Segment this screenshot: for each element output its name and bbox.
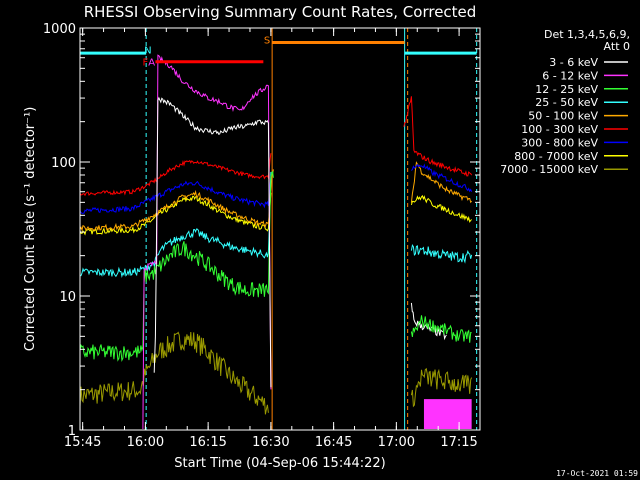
post-gap-line-7: [410, 367, 473, 408]
post-gap-line-6: [410, 194, 472, 223]
y-tick-label-3: 1000: [43, 22, 76, 37]
post-gap-line-2: [410, 244, 473, 264]
flag-label-n-0: N: [144, 46, 151, 57]
x-tick-label-5: 17:00: [378, 435, 415, 450]
flag-label-a-3: A: [148, 58, 155, 69]
footer-timestamp: 17-Oct-2021 01:59: [556, 469, 638, 478]
y-tick-label-0: 1: [68, 424, 76, 439]
legend-label-7: 800 - 7000 keV: [514, 150, 598, 163]
series-line-5: [79, 153, 272, 197]
y-tick-label-2: 100: [51, 156, 76, 171]
legend-label-2: 12 - 25 keV: [535, 83, 598, 96]
plot-area: NF A S: [79, 28, 478, 430]
legend-header-1: Att 0: [604, 40, 630, 53]
y-axis-label: Corrected Count Rate (s⁻¹ detector⁻¹): [23, 107, 38, 352]
legend-label-3: 25 - 50 keV: [535, 96, 598, 109]
post-gap-line-3: [410, 161, 472, 204]
legend-label-6: 300 - 800 keV: [521, 136, 598, 149]
axes: 15:45 16:00 16:15 16:30 16:45 17:00 17:15 1 10 10…: [43, 22, 480, 450]
series-line-7: [79, 192, 272, 236]
x-tick-label-4: 16:45: [315, 435, 352, 450]
plot-frame: [79, 27, 481, 431]
x-tick-label-6: 17:15: [440, 435, 477, 450]
legend-label-0: 3 - 6 keV: [549, 56, 598, 69]
flag-label-f-2: F: [143, 58, 149, 69]
x-tick-label-2: 16:15: [189, 435, 226, 450]
post-gap-line-4: [403, 96, 473, 177]
chart-title: RHESSI Observing Summary Count Rates, Co…: [84, 3, 477, 21]
x-axis-label: Start Time (04-Sep-06 15:44:22): [174, 456, 385, 471]
legend-label-5: 100 - 300 keV: [521, 123, 598, 136]
legend-label-1: 6 - 12 keV: [542, 69, 598, 82]
y-tick-label-1: 10: [59, 290, 76, 305]
series-line-3: [79, 171, 272, 279]
series-line-0: [153, 96, 272, 388]
x-tick-label-1: 16:00: [127, 435, 164, 450]
series-line-4: [79, 169, 274, 232]
legend-header-0: Det 1,3,4,5,6,9,: [544, 28, 630, 41]
x-tick-label-3: 16:30: [252, 435, 289, 450]
series-line-8: [79, 331, 269, 415]
post-gap-line-5: [411, 163, 473, 193]
x-tick-label-0: 15:45: [64, 435, 101, 450]
series-line-2: [79, 171, 274, 362]
legend-label-8: 7000 - 15000 keV: [500, 163, 598, 176]
flag-label-s-4: S: [264, 36, 270, 47]
step-block-0: [423, 399, 472, 429]
post-gap-line-1: [410, 315, 472, 343]
series-line-6: [79, 178, 272, 214]
legend-label-4: 50 - 100 keV: [528, 110, 598, 123]
